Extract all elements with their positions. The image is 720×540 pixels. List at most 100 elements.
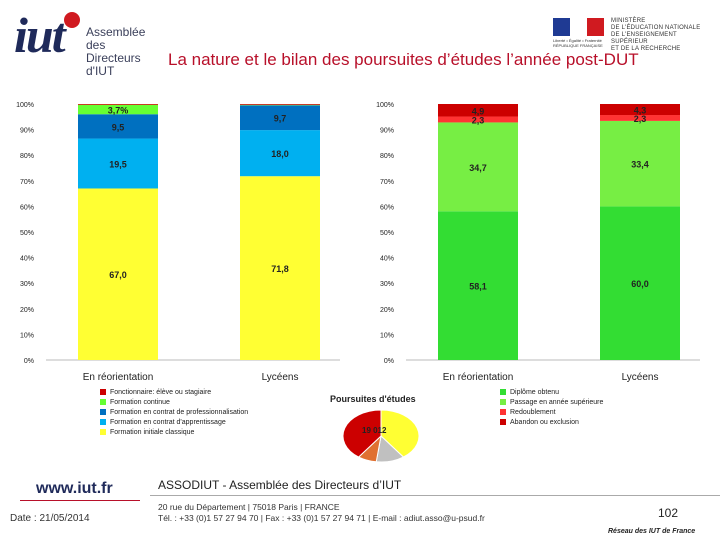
poursuites-pie-chart: 19 012 (342, 409, 420, 463)
data-label: 9,5 (112, 122, 125, 132)
data-label: 19,5 (109, 160, 127, 170)
ministry-name: MINISTÈRE DE L'ÉDUCATION NATIONALE DE L'… (611, 18, 713, 53)
legend-label: Abandon ou exclusion (510, 419, 579, 426)
data-label: 4,3 (634, 106, 647, 116)
website-link[interactable]: www.iut.fr (36, 480, 113, 497)
pie-slice (380, 409, 420, 458)
bar-segment (78, 114, 158, 139)
data-label: 9,7 (274, 114, 287, 124)
bilan-stacked-bar-chart: 0% 10% 20% 30% 40% 50% 60% 70% 80% 90% 100% 58,1 34,… (376, 102, 700, 383)
legend-item: Formation en contrat d'apprentissage (100, 418, 300, 428)
logo-org-text: Assemblée des Directeurs d'IUT (86, 26, 158, 78)
footer (0, 470, 720, 540)
y-tick-label: 50% (380, 230, 394, 237)
bar-segment (78, 188, 158, 360)
y-tick-label: 60% (20, 204, 34, 211)
legend-swatch (500, 389, 506, 396)
data-label: 3,7% (108, 106, 129, 116)
page-title: La nature et le bilan des poursuites d’é… (168, 50, 639, 69)
network-signature: Réseau des IUT de France (608, 528, 696, 535)
y-tick-label: 80% (20, 153, 34, 160)
y-tick-label: 90% (380, 128, 394, 135)
bar-segment (438, 116, 518, 123)
ministry-motto: Liberté • Égalité • Fraternité RÉPUBLIQU… (553, 38, 603, 48)
legend-swatch (100, 399, 106, 406)
y-tick-label: 10% (380, 332, 394, 339)
y-tick-label: 20% (380, 307, 394, 314)
pie-center-label: 19 012 (362, 426, 387, 435)
footer-divider (20, 500, 140, 501)
y-tick-label: 100% (376, 102, 394, 109)
y-tick-label: 30% (380, 281, 394, 288)
legend-item: Fonctionnaire: élève ou stagiaire (100, 388, 300, 398)
y-tick-label: 80% (380, 153, 394, 160)
data-label: 60,0 (631, 279, 649, 289)
y-tick-label: 10% (20, 332, 34, 339)
ministry-line: ET DE LA RECHERCHE (611, 46, 681, 52)
bar-segment (240, 105, 320, 131)
data-label: 71,8 (271, 264, 289, 274)
ministry-line: MINISTÈRE (611, 18, 646, 24)
data-label: 2,3 (634, 114, 647, 124)
logo-org-line: des Directeurs (86, 38, 141, 65)
data-label: 2,3 (472, 115, 485, 125)
legend-swatch (100, 429, 106, 436)
contact-line: Tél. : +33 (0)1 57 27 94 70 | Fax : +33 … (158, 513, 485, 523)
footer-rule (150, 495, 720, 496)
address-line: 20 rue du Département | 75018 Paris | FR… (158, 502, 340, 512)
french-flag-icon (553, 18, 605, 36)
legend-item: Abandon ou exclusion (500, 418, 680, 428)
legend-swatch (500, 399, 506, 406)
legend-swatch (100, 389, 106, 396)
legend-label: Formation en contrat d'apprentissage (110, 419, 226, 426)
page-number: 102 (658, 506, 679, 520)
y-tick-label: 40% (380, 256, 394, 263)
data-label: 33,4 (631, 160, 649, 170)
data-label: 67,0 (109, 270, 127, 280)
legend-label: Formation en contrat de professionnalisa… (110, 409, 249, 416)
y-tick-label: 100% (16, 102, 34, 109)
legend-label: Diplôme obtenu (510, 389, 560, 396)
contact-info: 20 rue du Département | 75018 Paris | FR… (158, 502, 485, 524)
category-label: Lycéens (262, 372, 299, 383)
nature-legend: Fonctionnaire: élève ou stagiaire Formati… (100, 388, 300, 438)
legend-label: Formation initiale classique (110, 429, 195, 436)
y-tick-label: 90% (20, 128, 34, 135)
y-tick-label: 40% (20, 256, 34, 263)
y-tick-label: 20% (20, 307, 34, 314)
bar-segment (78, 104, 158, 105)
bar-segment (240, 104, 320, 106)
bar-segment (240, 130, 320, 177)
legend-label: Fonctionnaire: élève ou stagiaire (110, 389, 212, 396)
legend-item: Diplôme obtenu (500, 388, 680, 398)
ministry-line: DE L'ENSEIGNEMENT SUPÉRIEUR (611, 32, 677, 45)
bar-segment (600, 206, 680, 360)
bar-segment (438, 104, 518, 117)
logo-org-line: Assemblée (86, 25, 146, 39)
bar-segment (438, 211, 518, 360)
legend-label: Formation continue (110, 399, 170, 406)
legend-swatch (100, 419, 106, 426)
legend-item: Formation en contrat de professionnalisa… (100, 408, 300, 418)
data-label: 18,0 (271, 149, 289, 159)
ministry-logo: Liberté • Égalité • Fraternité RÉPUBLIQU… (553, 18, 713, 52)
bar-segment (600, 115, 680, 121)
y-tick-label: 0% (24, 358, 34, 365)
legend-swatch (500, 409, 506, 416)
legend-item: Redoublement (500, 408, 680, 418)
pie-title: Poursuites d'études (330, 394, 416, 404)
data-label: 58,1 (469, 282, 487, 292)
bar-segment (600, 120, 680, 207)
data-label: 34,7 (469, 163, 487, 173)
ministry-line: DE L'ÉDUCATION NATIONALE (611, 25, 701, 31)
legend-item: Formation continue (100, 398, 300, 408)
iut-logo: iut Assemblée des Directeurs d'IUT (8, 4, 158, 78)
nature-stacked-bar-chart: 0% 10% 20% 30% 40% 50% 60% 70% 80% 90% 100% 67,0 19,… (16, 102, 340, 383)
y-tick-label: 30% (20, 281, 34, 288)
bar-segment (78, 138, 158, 189)
logo-mark: iut (14, 7, 66, 63)
category-label: En réorientation (443, 372, 514, 383)
category-label: Lycéens (622, 372, 659, 383)
y-tick-label: 50% (20, 230, 34, 237)
category-label: En réorientation (83, 372, 154, 383)
